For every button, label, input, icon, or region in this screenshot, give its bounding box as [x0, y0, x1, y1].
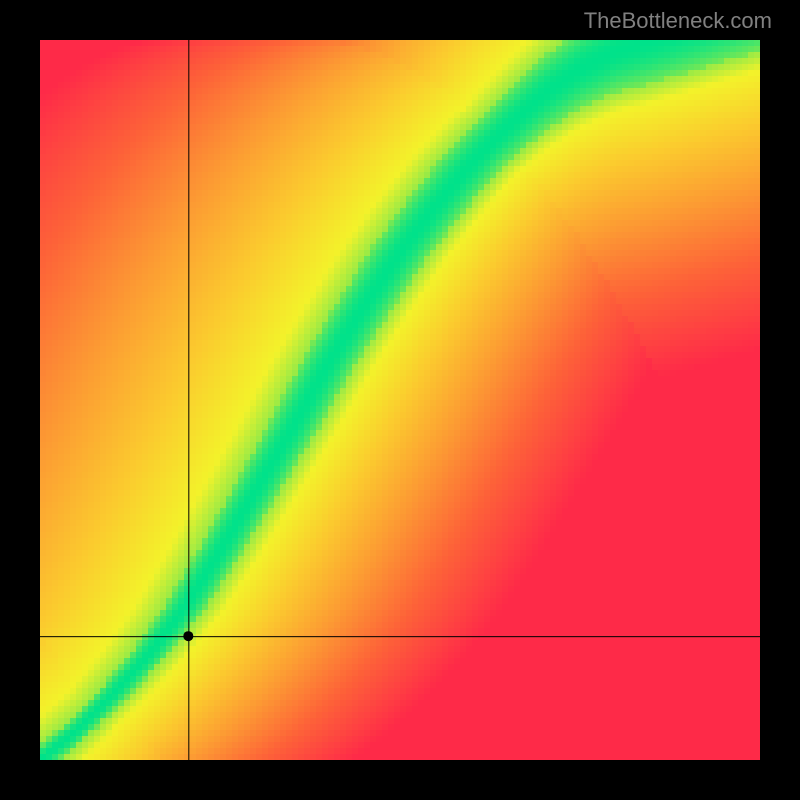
bottleneck-heatmap	[40, 40, 760, 760]
heatmap-canvas	[40, 40, 760, 760]
watermark-text: TheBottleneck.com	[584, 8, 772, 34]
